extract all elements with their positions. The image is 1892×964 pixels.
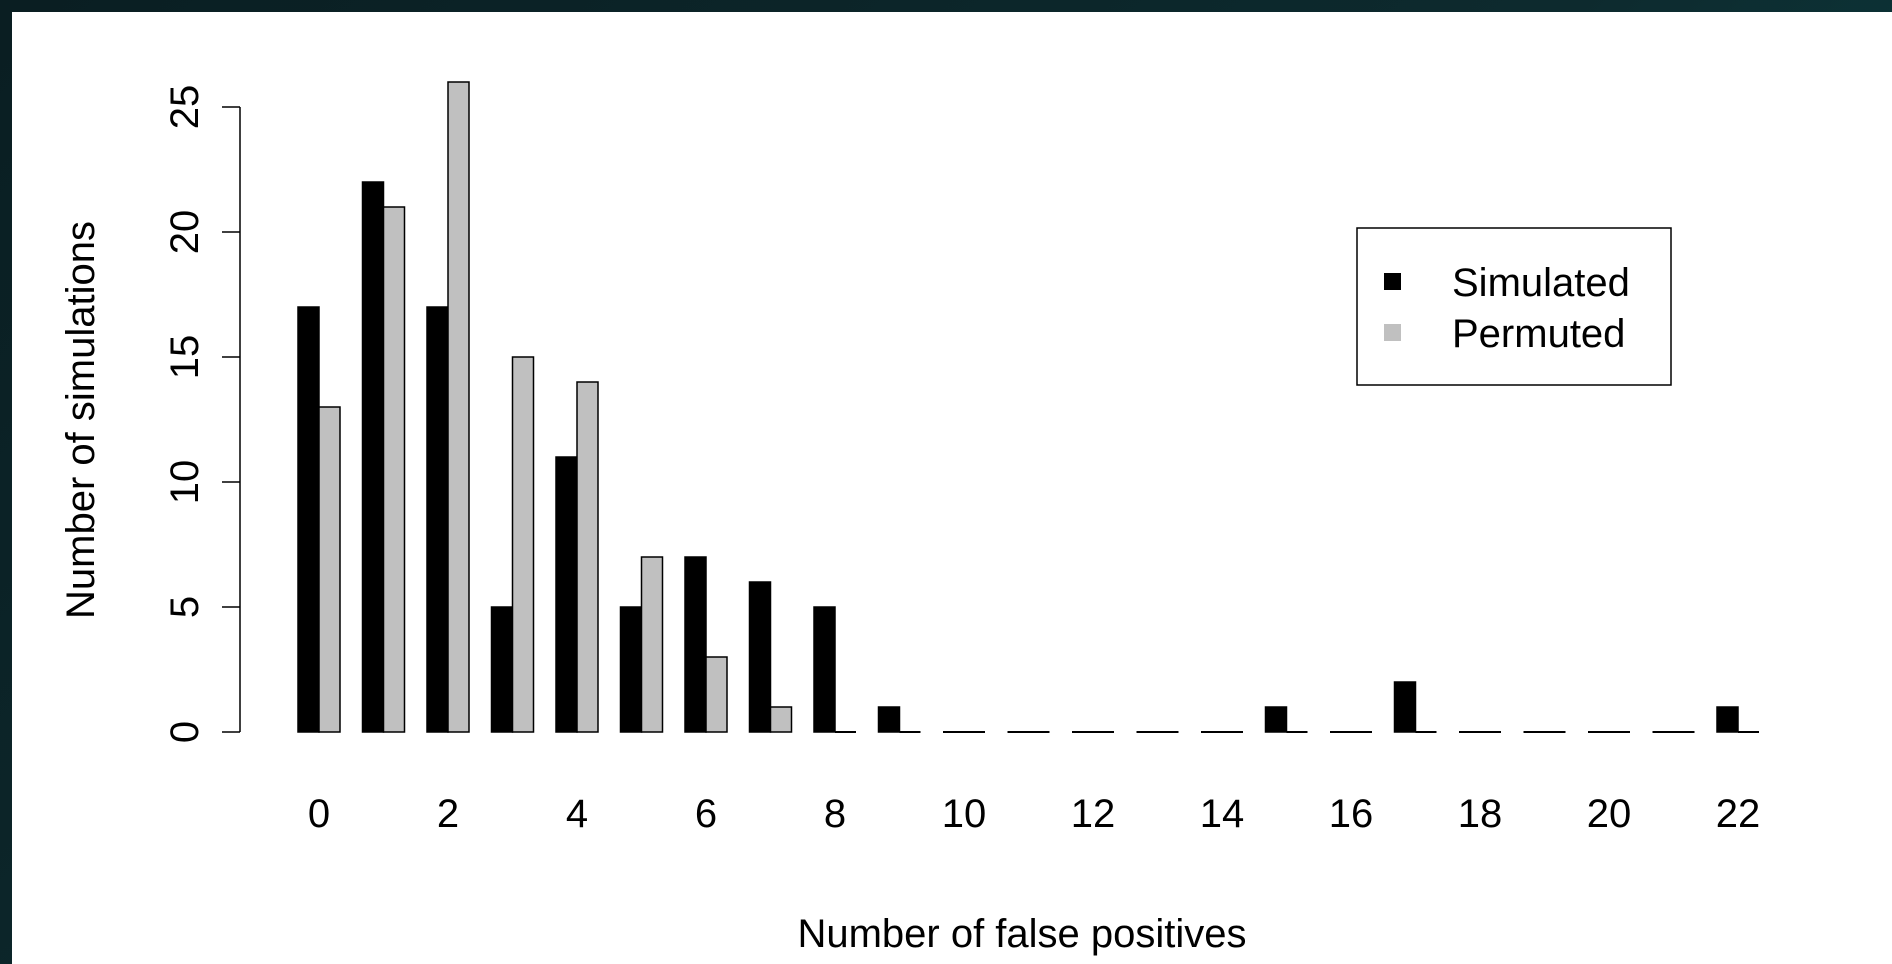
bar-permuted-4 <box>576 381 599 733</box>
y-tick-label-25: 25 <box>163 85 207 130</box>
bar-simulated-0 <box>297 306 320 733</box>
x-tick-label-22: 22 <box>1716 792 1761 836</box>
bar-permuted-1 <box>382 206 406 733</box>
legend-box <box>1356 227 1672 386</box>
bar-simulated-22 <box>1716 706 1739 733</box>
x-tick-label-16: 16 <box>1329 792 1374 836</box>
x-tick-label-6: 6 <box>695 792 717 836</box>
bar-simulated-17 <box>1393 681 1417 733</box>
x-axis: 0 2 4 6 8 10 12 14 16 18 20 22 <box>308 792 1760 836</box>
y-tick-label-0: 0 <box>163 721 207 743</box>
bar-simulated-9 <box>877 706 901 733</box>
x-tick-label-8: 8 <box>824 792 846 836</box>
bar-permuted-5 <box>640 556 664 733</box>
legend: Simulated Permuted <box>1356 227 1672 386</box>
bar-simulated-2 <box>426 306 449 733</box>
legend-swatch-permuted <box>1384 324 1401 341</box>
x-tick-label-10: 10 <box>942 792 987 836</box>
x-tick-label-12: 12 <box>1071 792 1116 836</box>
y-axis-title: Number of simulations <box>59 221 103 619</box>
bar-simulated-4 <box>555 456 578 733</box>
y-axis: 0 5 10 15 20 25 <box>163 85 241 743</box>
legend-label-permuted: Permuted <box>1452 312 1625 356</box>
legend-label-simulated: Simulated <box>1452 261 1630 305</box>
bar-simulated-6 <box>684 556 707 733</box>
bar-permuted-0 <box>318 406 341 733</box>
bar-simulated-7 <box>748 581 772 733</box>
y-tick-label-10: 10 <box>163 460 207 505</box>
x-tick-label-4: 4 <box>566 792 588 836</box>
y-tick-label-5: 5 <box>163 596 207 618</box>
y-tick-label-15: 15 <box>163 335 207 380</box>
x-tick-label-20: 20 <box>1587 792 1632 836</box>
bar-simulated-1 <box>361 181 385 733</box>
bar-chart: 0 5 10 15 20 25 0 2 4 6 8 10 12 14 16 18 20 22 Number of… <box>59 81 1760 956</box>
bar-simulated-15 <box>1264 706 1288 733</box>
plot-panel: 0 5 10 15 20 25 0 2 4 6 8 10 12 14 16 18 20 22 Number of… <box>12 12 1892 964</box>
x-tick-label-14: 14 <box>1200 792 1245 836</box>
bar-simulated-8 <box>813 606 836 733</box>
bar-permuted-7 <box>769 706 793 733</box>
bar-permuted-2 <box>447 81 470 733</box>
bar-simulated-3 <box>490 606 514 733</box>
bar-permuted-6 <box>705 656 728 733</box>
x-tick-label-18: 18 <box>1458 792 1503 836</box>
legend-swatch-simulated <box>1384 273 1401 290</box>
x-tick-label-2: 2 <box>437 792 459 836</box>
x-tick-label-0: 0 <box>308 792 330 836</box>
x-axis-title: Number of false positives <box>797 912 1246 956</box>
bar-permuted-3 <box>511 356 535 733</box>
bar-simulated-5 <box>619 606 643 733</box>
y-tick-label-20: 20 <box>163 210 207 255</box>
bars-layer <box>297 81 1759 733</box>
